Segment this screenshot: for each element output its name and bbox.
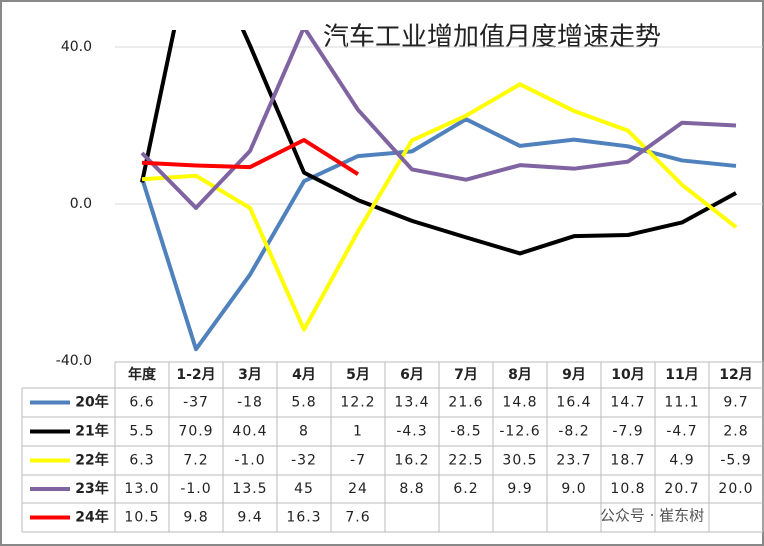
category-label: 1-2月 — [176, 367, 215, 383]
value-label: 7.6 — [345, 510, 370, 526]
value-label: 10.5 — [124, 510, 159, 526]
value-label: 13.4 — [394, 395, 429, 411]
value-label: 22.5 — [448, 453, 483, 469]
value-label: 11.1 — [664, 395, 699, 411]
y-tick-label: -40.0 — [56, 353, 92, 369]
value-label: 9.8 — [183, 510, 208, 526]
category-label: 3月 — [238, 367, 262, 383]
value-label: -8.5 — [450, 424, 481, 440]
value-label: 8.8 — [399, 481, 424, 497]
series-line — [140, 117, 737, 352]
value-label: 7.2 — [183, 453, 208, 469]
value-label: -37 — [183, 395, 209, 411]
value-label: 10.8 — [610, 481, 645, 497]
category-label: 12月 — [719, 367, 752, 383]
series-line — [141, 138, 360, 176]
series-line — [140, 30, 737, 256]
value-label: -12.6 — [499, 424, 540, 440]
value-label: 4.9 — [669, 453, 694, 469]
value-label: -7.9 — [612, 424, 643, 440]
value-label: -1.0 — [234, 453, 265, 469]
value-label: 6.2 — [453, 481, 478, 497]
series-line — [140, 30, 737, 210]
value-label: 14.8 — [502, 395, 537, 411]
legend-label: 21年 — [75, 423, 108, 440]
value-label: 16.3 — [286, 510, 321, 526]
category-label: 8月 — [508, 367, 532, 383]
category-label: 11月 — [665, 367, 698, 383]
legend-label: 23年 — [75, 480, 108, 497]
value-label: 16.2 — [394, 453, 429, 469]
value-label: 9.9 — [507, 481, 532, 497]
category-label: 4月 — [292, 367, 316, 383]
value-label: -32 — [291, 453, 317, 469]
value-label: 14.7 — [610, 395, 645, 411]
value-label: -1.0 — [180, 481, 211, 497]
category-label: 9月 — [562, 367, 586, 383]
watermark: 公众号 · 崔东树 — [600, 507, 704, 525]
value-label: -7 — [350, 453, 366, 469]
category-label: 年度 — [128, 366, 157, 383]
chart-title: 汽车工业增加值月度增速走势 — [323, 23, 661, 53]
value-label: 23.7 — [556, 453, 591, 469]
value-label: 9.0 — [561, 481, 586, 497]
value-label: 6.6 — [129, 395, 154, 411]
value-label: 21.6 — [448, 395, 483, 411]
plot-area — [140, 30, 738, 352]
value-label: 2.8 — [723, 424, 748, 440]
category-label: 5月 — [346, 367, 370, 383]
value-label: 45 — [294, 481, 314, 497]
legend-label: 24年 — [75, 509, 108, 526]
value-label: 30.5 — [502, 453, 537, 469]
value-label: 8 — [299, 424, 309, 440]
value-label: -8.2 — [558, 424, 589, 440]
value-label: 6.3 — [129, 453, 154, 469]
series-line — [141, 82, 738, 332]
category-label: 10月 — [611, 367, 644, 383]
value-label: 5.8 — [291, 395, 316, 411]
value-label: 9.7 — [723, 395, 748, 411]
value-label: 20.0 — [718, 481, 753, 497]
value-label: 16.4 — [556, 395, 591, 411]
value-label: 12.2 — [340, 395, 375, 411]
y-tick-label: 0.0 — [70, 196, 92, 212]
value-label: 20.7 — [664, 481, 699, 497]
value-label: 24 — [348, 481, 368, 497]
value-label: -5.9 — [720, 453, 751, 469]
legend-label: 22年 — [75, 452, 108, 469]
category-label: 6月 — [400, 367, 424, 383]
value-label: 40.4 — [232, 424, 267, 440]
value-label: -4.3 — [396, 424, 427, 440]
y-tick-label: 40.0 — [61, 39, 92, 55]
value-label: -4.7 — [666, 424, 697, 440]
value-label: 13.0 — [124, 481, 159, 497]
value-label: 5.5 — [129, 424, 154, 440]
legend-label: 20年 — [75, 394, 108, 411]
value-label: -18 — [237, 395, 263, 411]
value-label: 9.4 — [237, 510, 262, 526]
category-label: 7月 — [454, 367, 478, 383]
value-label: 1 — [353, 424, 363, 440]
value-label: 70.9 — [178, 424, 213, 440]
value-label: 18.7 — [610, 453, 645, 469]
value-label: 13.5 — [232, 481, 267, 497]
